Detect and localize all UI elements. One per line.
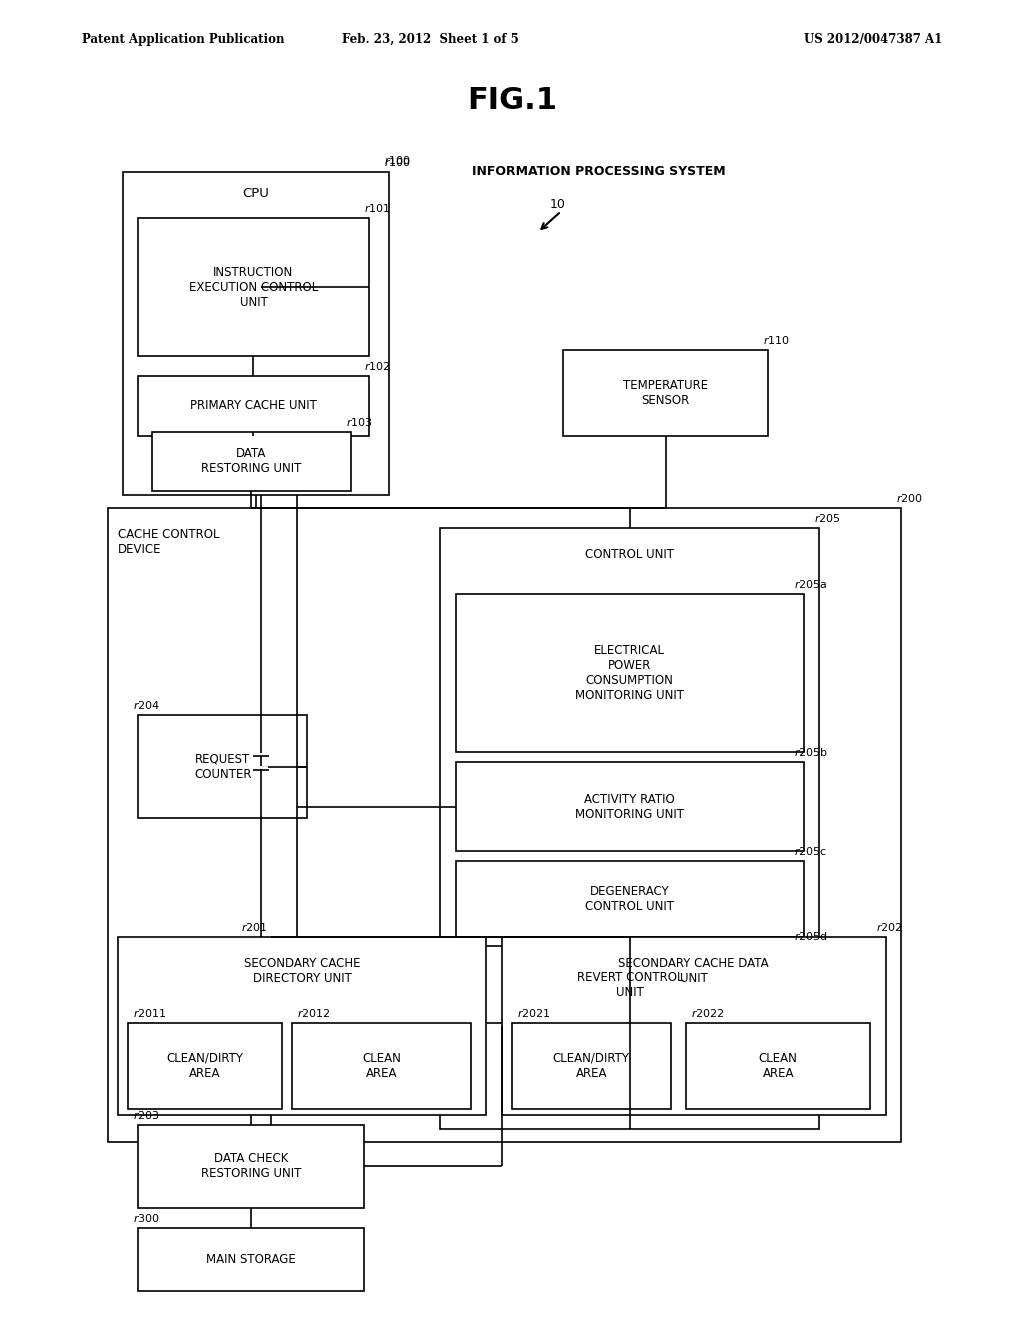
FancyBboxPatch shape [456, 594, 804, 752]
Text: $\mathit{r}$2021: $\mathit{r}$2021 [517, 1007, 551, 1019]
FancyBboxPatch shape [128, 1023, 282, 1109]
Text: CLEAN
AREA: CLEAN AREA [759, 1052, 798, 1080]
FancyBboxPatch shape [123, 172, 389, 495]
FancyBboxPatch shape [138, 1228, 364, 1291]
Text: $\mathit{r}$205b: $\mathit{r}$205b [794, 746, 827, 758]
Text: $\mathit{r}$2022: $\mathit{r}$2022 [691, 1007, 725, 1019]
Text: REVERT CONTROL
UNIT: REVERT CONTROL UNIT [577, 970, 683, 999]
Text: $\mathit{r}$203: $\mathit{r}$203 [133, 1109, 160, 1121]
FancyBboxPatch shape [108, 508, 901, 1142]
Text: ACTIVITY RATIO
MONITORING UNIT: ACTIVITY RATIO MONITORING UNIT [575, 792, 684, 821]
Text: INSTRUCTION
EXECUTION CONTROL
UNIT: INSTRUCTION EXECUTION CONTROL UNIT [188, 265, 318, 309]
Text: Patent Application Publication: Patent Application Publication [82, 33, 285, 46]
Text: CLEAN/DIRTY
AREA: CLEAN/DIRTY AREA [553, 1052, 630, 1080]
Text: $\mathit{r}$102: $\mathit{r}$102 [364, 360, 390, 372]
Text: DEGENERACY
CONTROL UNIT: DEGENERACY CONTROL UNIT [586, 884, 674, 913]
Text: $\mathit{r}$100: $\mathit{r}$100 [384, 156, 411, 168]
Text: SECONDARY CACHE DATA
UNIT: SECONDARY CACHE DATA UNIT [618, 957, 769, 985]
FancyBboxPatch shape [118, 937, 486, 1115]
Text: $\mathit{r}$201: $\mathit{r}$201 [241, 921, 267, 933]
FancyBboxPatch shape [456, 762, 804, 851]
Text: $\mathit{r}$103: $\mathit{r}$103 [346, 416, 373, 428]
FancyBboxPatch shape [138, 376, 369, 436]
Text: $\mathit{r}$2011: $\mathit{r}$2011 [133, 1007, 167, 1019]
FancyBboxPatch shape [138, 218, 369, 356]
FancyBboxPatch shape [292, 1023, 471, 1109]
FancyBboxPatch shape [502, 937, 886, 1115]
Text: MAIN STORAGE: MAIN STORAGE [206, 1253, 296, 1266]
Text: DATA CHECK
RESTORING UNIT: DATA CHECK RESTORING UNIT [201, 1152, 301, 1180]
Text: $\mathit{r}$2012: $\mathit{r}$2012 [297, 1007, 331, 1019]
FancyBboxPatch shape [152, 432, 351, 491]
Text: CACHE CONTROL
DEVICE: CACHE CONTROL DEVICE [118, 528, 219, 556]
FancyBboxPatch shape [456, 946, 804, 1023]
Text: $\mathit{r}$205d: $\mathit{r}$205d [794, 931, 827, 942]
FancyBboxPatch shape [456, 861, 804, 937]
Text: $\mathit{r}$110: $\mathit{r}$110 [763, 334, 790, 346]
Text: REQUEST
COUNTER: REQUEST COUNTER [194, 752, 252, 781]
Text: PRIMARY CACHE UNIT: PRIMARY CACHE UNIT [190, 400, 316, 412]
Text: SECONDARY CACHE
DIRECTORY UNIT: SECONDARY CACHE DIRECTORY UNIT [244, 957, 360, 985]
Text: CPU: CPU [243, 187, 269, 201]
Text: US 2012/0047387 A1: US 2012/0047387 A1 [804, 33, 942, 46]
FancyBboxPatch shape [686, 1023, 870, 1109]
Text: FIG.1: FIG.1 [467, 86, 557, 115]
Text: $\mathit{r}$205c: $\mathit{r}$205c [794, 845, 826, 857]
Text: Feb. 23, 2012  Sheet 1 of 5: Feb. 23, 2012 Sheet 1 of 5 [342, 33, 518, 46]
Text: $\mathit{r}$205a: $\mathit{r}$205a [794, 578, 827, 590]
Text: CONTROL UNIT: CONTROL UNIT [586, 548, 674, 561]
Text: $\mathsf{\mathit{r}100}$: $\mathsf{\mathit{r}100}$ [384, 154, 411, 166]
Text: CLEAN/DIRTY
AREA: CLEAN/DIRTY AREA [166, 1052, 244, 1080]
FancyBboxPatch shape [440, 528, 819, 1129]
Text: $\mathit{r}$204: $\mathit{r}$204 [133, 700, 161, 711]
Text: TEMPERATURE
SENSOR: TEMPERATURE SENSOR [623, 379, 709, 407]
FancyBboxPatch shape [138, 1125, 364, 1208]
Text: $\mathit{r}$205: $\mathit{r}$205 [814, 512, 841, 524]
Text: $\mathit{r}$300: $\mathit{r}$300 [133, 1212, 160, 1224]
Text: $\mathit{r}$101: $\mathit{r}$101 [364, 202, 390, 214]
Text: CLEAN
AREA: CLEAN AREA [362, 1052, 400, 1080]
Text: ELECTRICAL
POWER
CONSUMPTION
MONITORING UNIT: ELECTRICAL POWER CONSUMPTION MONITORING … [575, 644, 684, 702]
FancyBboxPatch shape [138, 715, 307, 818]
Text: $\mathit{r}$202: $\mathit{r}$202 [876, 921, 902, 933]
Text: INFORMATION PROCESSING SYSTEM: INFORMATION PROCESSING SYSTEM [472, 165, 726, 178]
FancyBboxPatch shape [563, 350, 768, 436]
Text: $\mathit{r}$200: $\mathit{r}$200 [896, 492, 923, 504]
FancyBboxPatch shape [512, 1023, 671, 1109]
Text: DATA
RESTORING UNIT: DATA RESTORING UNIT [201, 447, 302, 475]
Text: 10: 10 [550, 198, 566, 211]
